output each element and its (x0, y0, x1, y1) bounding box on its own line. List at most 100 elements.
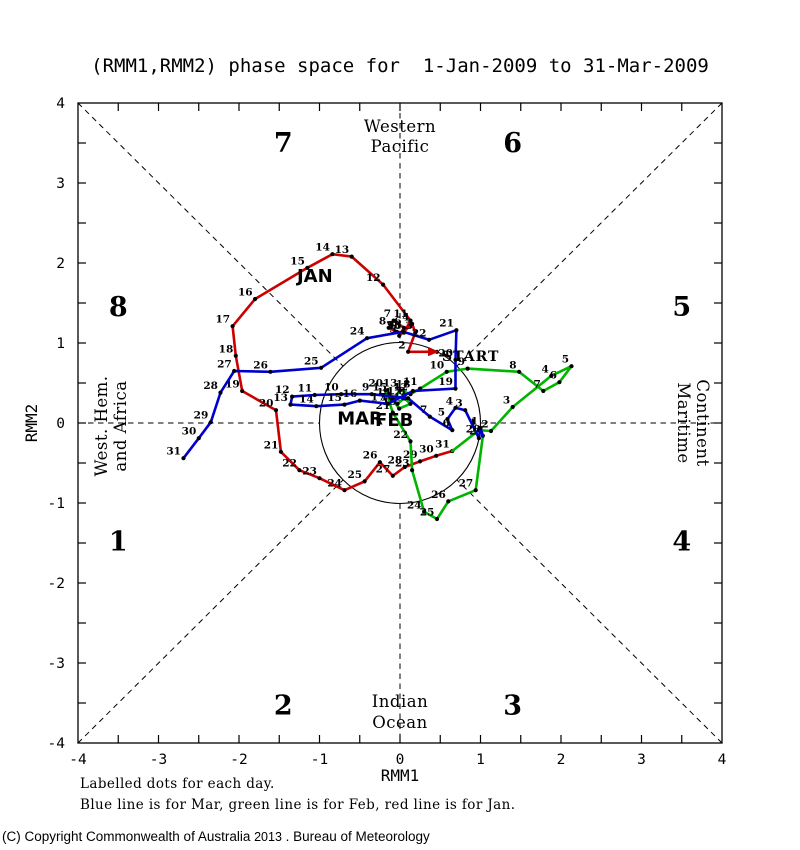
day-label: 25 (420, 507, 435, 519)
phase-guides (77, 102, 723, 744)
day-dot (408, 318, 413, 323)
svg-text:3: 3 (637, 752, 646, 768)
day-label: 28 (388, 455, 403, 467)
day-dot (278, 449, 283, 454)
day-label: 15 (372, 382, 387, 394)
day-label: 20 (259, 398, 274, 410)
day-label: 11 (298, 383, 313, 395)
day-label: 6 (394, 315, 401, 327)
day-label: 1 (471, 415, 478, 427)
day-dot (273, 408, 279, 413)
day-dot (453, 357, 458, 362)
day-dot (410, 468, 415, 473)
day-dot (208, 420, 213, 425)
month-label-mar: MAR (337, 409, 383, 430)
day-dot (445, 416, 450, 422)
svg-text:-4: -4 (48, 736, 66, 752)
day-label: 16 (343, 388, 358, 400)
day-dot (426, 337, 432, 342)
day-dot (444, 369, 449, 374)
phase-number-3: 3 (503, 690, 522, 721)
phase-number-8: 8 (109, 292, 128, 323)
day-label: 27 (459, 478, 474, 490)
day-label: 15 (327, 392, 342, 404)
day-label: 2 (469, 426, 476, 438)
phase-number-1: 1 (109, 526, 128, 557)
day-dot (317, 476, 322, 481)
day-label: 13 (335, 244, 350, 256)
caption-line2: Blue line is for Mar, green line is for … (80, 797, 516, 813)
day-label: 10 (430, 359, 445, 371)
phase-number-7: 7 (274, 128, 293, 159)
region-west-hem-africa: West. Hem. (92, 375, 111, 476)
svg-text:-2: -2 (48, 576, 65, 592)
day-label: 27 (217, 359, 232, 371)
day-dot (402, 464, 407, 470)
svg-text:-1: -1 (48, 496, 65, 512)
svg-text:-3: -3 (150, 752, 167, 768)
day-dot (406, 396, 411, 401)
day-dot (385, 401, 390, 406)
day-dot (342, 488, 347, 493)
day-label: 26 (253, 359, 268, 371)
copyright-suffix: . Bureau of Meteorology (281, 829, 430, 844)
svg-text:1: 1 (56, 336, 65, 352)
day-dot (422, 509, 427, 514)
svg-text:3: 3 (56, 176, 65, 192)
day-dot (465, 366, 470, 371)
day-label: 13 (383, 378, 398, 390)
day-label: 22 (412, 327, 427, 339)
day-dot (253, 296, 258, 302)
day-dot (397, 333, 402, 338)
day-label: 22 (393, 429, 408, 441)
day-dot (397, 388, 403, 393)
day-dot (369, 392, 374, 397)
day-label: 7 (420, 404, 427, 416)
day-dot (381, 282, 386, 287)
svg-text:Continent: Continent (693, 379, 712, 466)
day-dot (181, 456, 186, 461)
day-label: 2 (398, 339, 405, 351)
start-marker: START (428, 347, 499, 365)
svg-text:-1: -1 (311, 752, 328, 768)
day-label: 21 (439, 318, 454, 330)
svg-text:and Africa: and Africa (111, 380, 130, 471)
day-dot (362, 479, 367, 484)
day-label: 3 (503, 395, 510, 407)
day-dot (218, 390, 223, 395)
region-maritime-continent: Maritime (674, 382, 693, 463)
day-label: 22 (282, 458, 297, 470)
day-dot (230, 324, 235, 329)
day-label: 5 (438, 407, 445, 419)
y-axis-label: RMM2 (22, 404, 41, 443)
day-label: 24 (327, 478, 342, 490)
region-indian-ocean: Indian (372, 692, 428, 711)
day-dot (232, 368, 237, 374)
day-dot (349, 254, 354, 259)
phase-number-2: 2 (274, 690, 293, 721)
day-label: 10 (324, 382, 339, 394)
day-label: 4 (402, 311, 409, 323)
day-dot (401, 325, 407, 330)
day-label: 11 (403, 376, 418, 388)
copyright-prefix: (C) Copyright Commonwealth of Australia (2, 829, 255, 844)
day-dot (453, 405, 458, 410)
day-label: 20 (438, 347, 453, 359)
phase-number-6: 6 (503, 128, 522, 159)
day-dot (196, 436, 201, 441)
day-label: 5 (389, 323, 396, 335)
day-label: 24 (350, 326, 365, 338)
svg-text:4: 4 (56, 96, 65, 112)
day-label: 23 (386, 319, 401, 331)
day-label: 14 (315, 242, 330, 254)
day-label: 30 (182, 426, 197, 438)
month-label-feb: FEB (375, 410, 413, 431)
svg-text:0: 0 (396, 752, 405, 768)
day-dot (290, 394, 295, 399)
start-label: START (442, 349, 499, 365)
day-label: 13 (273, 392, 288, 404)
